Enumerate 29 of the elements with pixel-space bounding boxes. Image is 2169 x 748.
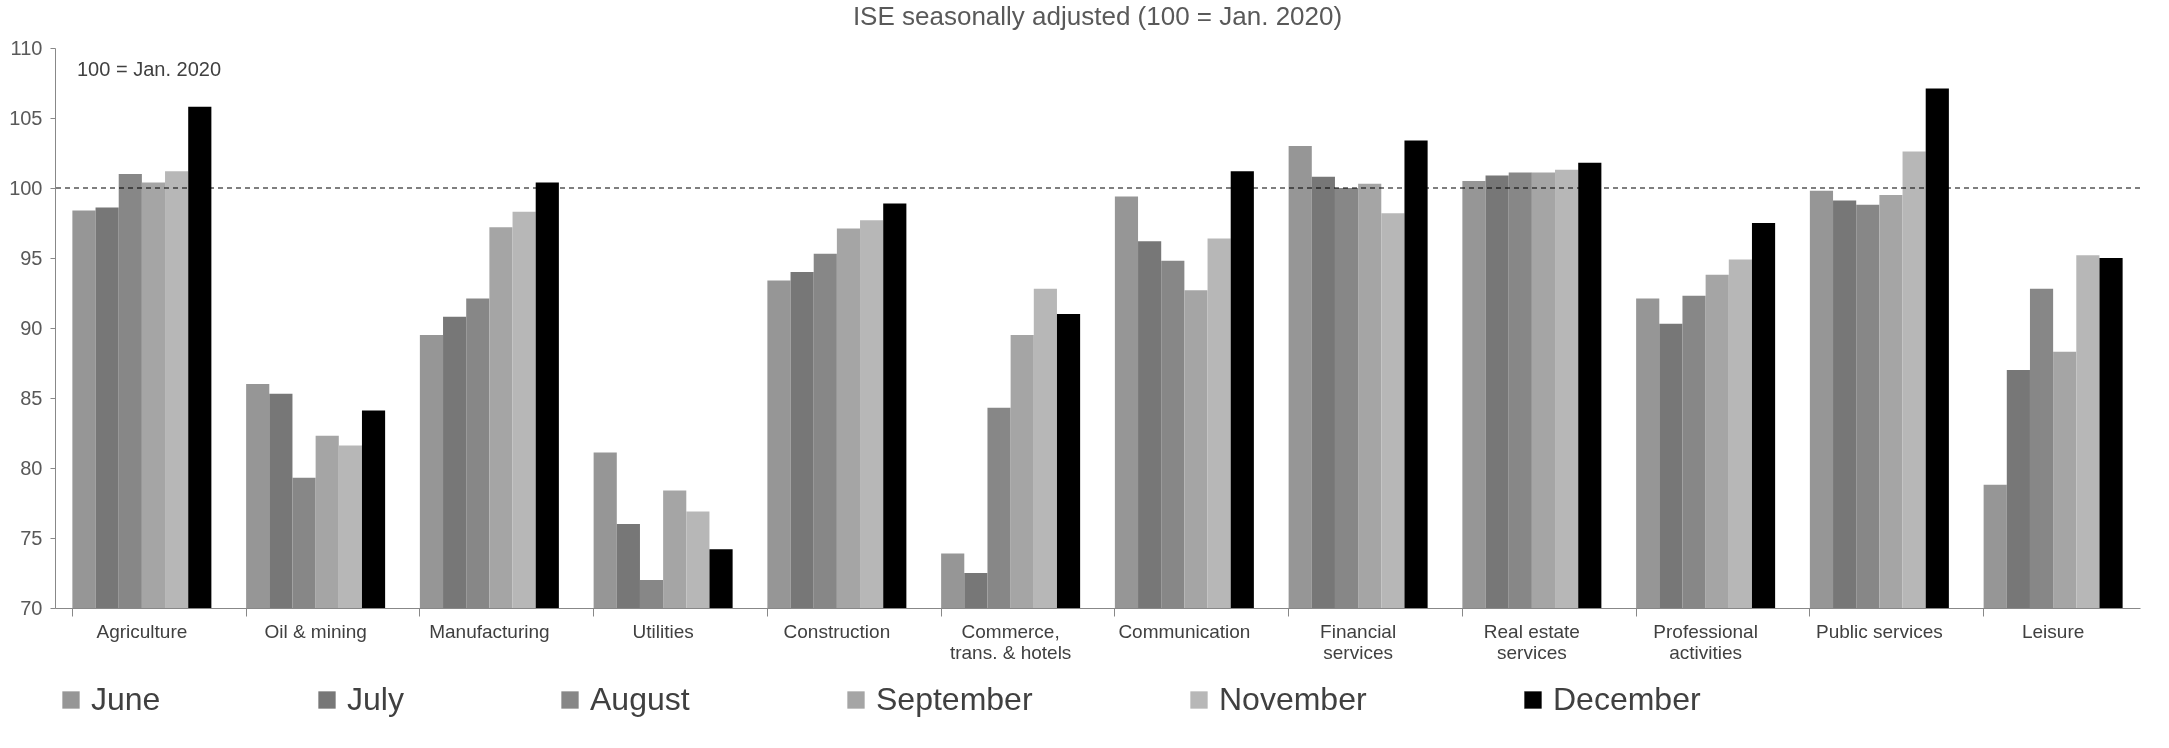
legend-label: July xyxy=(347,681,404,717)
x-tick-label: Public services xyxy=(1816,620,1943,642)
x-tick-label: Commerce, trans. & hotels xyxy=(949,620,1072,663)
legend-label: September xyxy=(876,681,1033,717)
y-tick-label: 70 xyxy=(20,596,43,619)
x-tick-label: Professional activities xyxy=(1653,620,1758,663)
annotation: 100 = Jan. 2020 xyxy=(77,58,222,80)
chart-title: ISE seasonally adjusted (100 = Jan. 2020) xyxy=(852,1,1343,31)
x-tick-label: Leisure xyxy=(2021,620,2085,642)
y-tick-label: 80 xyxy=(20,456,43,479)
y-tick-label: 85 xyxy=(20,386,43,409)
y-tick-label: 95 xyxy=(20,246,43,269)
legend-label: December xyxy=(1553,681,1701,717)
x-tick-label: Construction xyxy=(783,620,891,642)
y-tick-label: 75 xyxy=(20,526,43,549)
legend-label: November xyxy=(1219,681,1367,717)
x-tick-label: Communication xyxy=(1118,620,1251,642)
y-tick-label: 110 xyxy=(10,36,43,59)
x-tick-label: Utilities xyxy=(632,620,694,642)
y-tick-label: 105 xyxy=(9,106,43,129)
x-tick-label: Oil & mining xyxy=(264,620,367,642)
y-tick-label: 100 xyxy=(9,176,43,199)
x-tick-label: Agriculture xyxy=(96,620,188,642)
x-tick-label: Manufacturing xyxy=(429,620,550,642)
legend-label: June xyxy=(91,681,161,717)
x-tick-label: Real estate services xyxy=(1483,620,1580,663)
x-tick-label: Financial services xyxy=(1320,620,1397,663)
legend-label: August xyxy=(590,681,690,717)
y-tick-label: 90 xyxy=(20,316,43,339)
